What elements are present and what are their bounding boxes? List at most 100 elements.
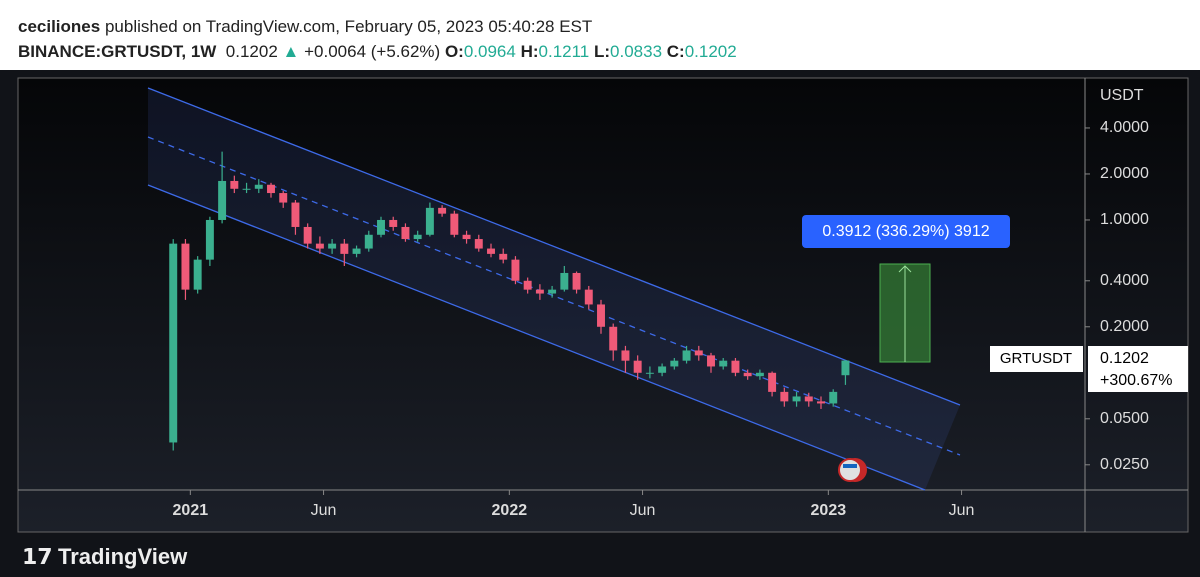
channel-upper <box>147 87 961 406</box>
l-label: L: <box>593 42 611 61</box>
candle-body <box>377 219 385 235</box>
y-tick-label: 0.0250 <box>1100 456 1149 473</box>
candle-body <box>621 350 630 361</box>
candle-body <box>389 219 398 227</box>
candle-body <box>254 184 263 189</box>
candle-body <box>303 226 312 244</box>
channel-fill <box>148 88 960 490</box>
candle-body <box>315 243 324 249</box>
candle-body <box>707 355 715 367</box>
y-tick-label: 4.0000 <box>1100 119 1149 136</box>
y-tick-label: 0.0500 <box>1100 410 1149 427</box>
candle-body <box>609 326 618 351</box>
candle-body <box>462 234 471 240</box>
candle-body <box>401 226 410 240</box>
x-tick-label: Jun <box>630 502 656 519</box>
header-line-1: ceciliones published on TradingView.com,… <box>18 14 737 39</box>
measure-arrowhead <box>898 265 912 273</box>
candle-body <box>230 180 239 189</box>
header-line-2: BINANCE:GRTUSDT, 1W 0.1202 ▲ +0.0064 (+5… <box>18 39 737 64</box>
candle-body <box>633 360 642 373</box>
measure-label: 0.3912 (336.29%) 3912 <box>822 223 989 240</box>
candle-body <box>205 219 214 260</box>
candle-body <box>817 401 825 404</box>
candle-body <box>731 360 740 373</box>
header: ceciliones published on TradingView.com,… <box>18 14 737 64</box>
candle-body <box>169 243 178 443</box>
price-tag-symbol-box <box>990 346 1083 372</box>
h: 0.1211 <box>538 42 590 61</box>
candle-body <box>267 184 275 194</box>
brand: TradingView <box>58 544 188 569</box>
candle-body <box>291 202 300 227</box>
l: 0.0833 <box>610 42 663 61</box>
candle-body <box>572 272 581 290</box>
candle-body <box>340 243 349 254</box>
y-tick-label: 0.4000 <box>1100 272 1149 289</box>
x-tick-label: 2023 <box>811 502 847 519</box>
candle-body <box>242 188 251 190</box>
price-tag-change: +300.67% <box>1100 372 1173 389</box>
author: ceciliones <box>18 17 101 36</box>
x-tick-label: 2022 <box>492 502 528 519</box>
x-tick-label: 2021 <box>173 502 209 519</box>
y-tick-label: 2.0000 <box>1100 165 1149 182</box>
candle-body <box>438 207 447 214</box>
plot: 0.3912 (336.29%) 3912 <box>147 87 1010 491</box>
c-label: C: <box>666 42 685 61</box>
candle-body <box>682 350 691 361</box>
candle-body <box>658 366 667 373</box>
candle-body <box>841 360 850 376</box>
arrow: ▲ <box>282 42 300 61</box>
candle-body <box>535 289 544 294</box>
candle-body <box>487 248 495 254</box>
candle-body <box>645 372 654 374</box>
candle-body <box>597 304 605 327</box>
candle-body <box>768 372 777 392</box>
candle-body <box>450 213 459 235</box>
candle-body <box>193 259 202 290</box>
published: published on TradingView.com, February 0… <box>104 17 593 36</box>
y-axis-label: USDT <box>1100 87 1144 104</box>
symbol: BINANCE:GRTUSDT, 1W <box>18 42 217 61</box>
o-label: O: <box>444 42 464 61</box>
o: 0.0964 <box>463 42 516 61</box>
x-tick-label: Jun <box>311 502 337 519</box>
candle-body <box>829 391 838 404</box>
channel-lower <box>147 184 926 491</box>
candle-body <box>511 259 520 281</box>
event-icon <box>838 458 862 482</box>
price-tag-symbol: GRTUSDT <box>1000 350 1072 367</box>
brand-logo: 𝟭𝟳 <box>22 544 53 569</box>
price-tag-value: 0.1202 <box>1100 350 1149 367</box>
candle-body <box>181 243 190 290</box>
candle-body <box>425 207 434 235</box>
candle-body <box>804 396 813 402</box>
candle-body <box>352 248 361 254</box>
candle-body <box>743 372 752 377</box>
candle-body <box>328 243 337 249</box>
change: +0.0064 (+5.62%) <box>304 42 441 61</box>
candle-body <box>279 193 288 203</box>
candle-body <box>584 289 593 305</box>
candle-body <box>670 360 679 367</box>
candle-body <box>548 289 557 294</box>
y-tick-label: 0.2000 <box>1100 318 1149 335</box>
candle-body <box>218 180 227 220</box>
candle-body <box>560 272 569 290</box>
x-tick-label: Jun <box>949 502 975 519</box>
candle-body <box>499 253 508 260</box>
flag-canton <box>843 464 857 468</box>
candle-body <box>523 280 532 290</box>
last: 0.1202 <box>225 42 278 61</box>
candle-body <box>413 234 422 240</box>
c: 0.1202 <box>684 42 737 61</box>
candle-body <box>719 360 728 367</box>
candle-body <box>792 396 801 402</box>
candle-body <box>755 372 764 377</box>
candle-body <box>694 350 703 356</box>
price-tag-box <box>1088 346 1188 392</box>
y-tick-label: 1.0000 <box>1100 211 1149 228</box>
